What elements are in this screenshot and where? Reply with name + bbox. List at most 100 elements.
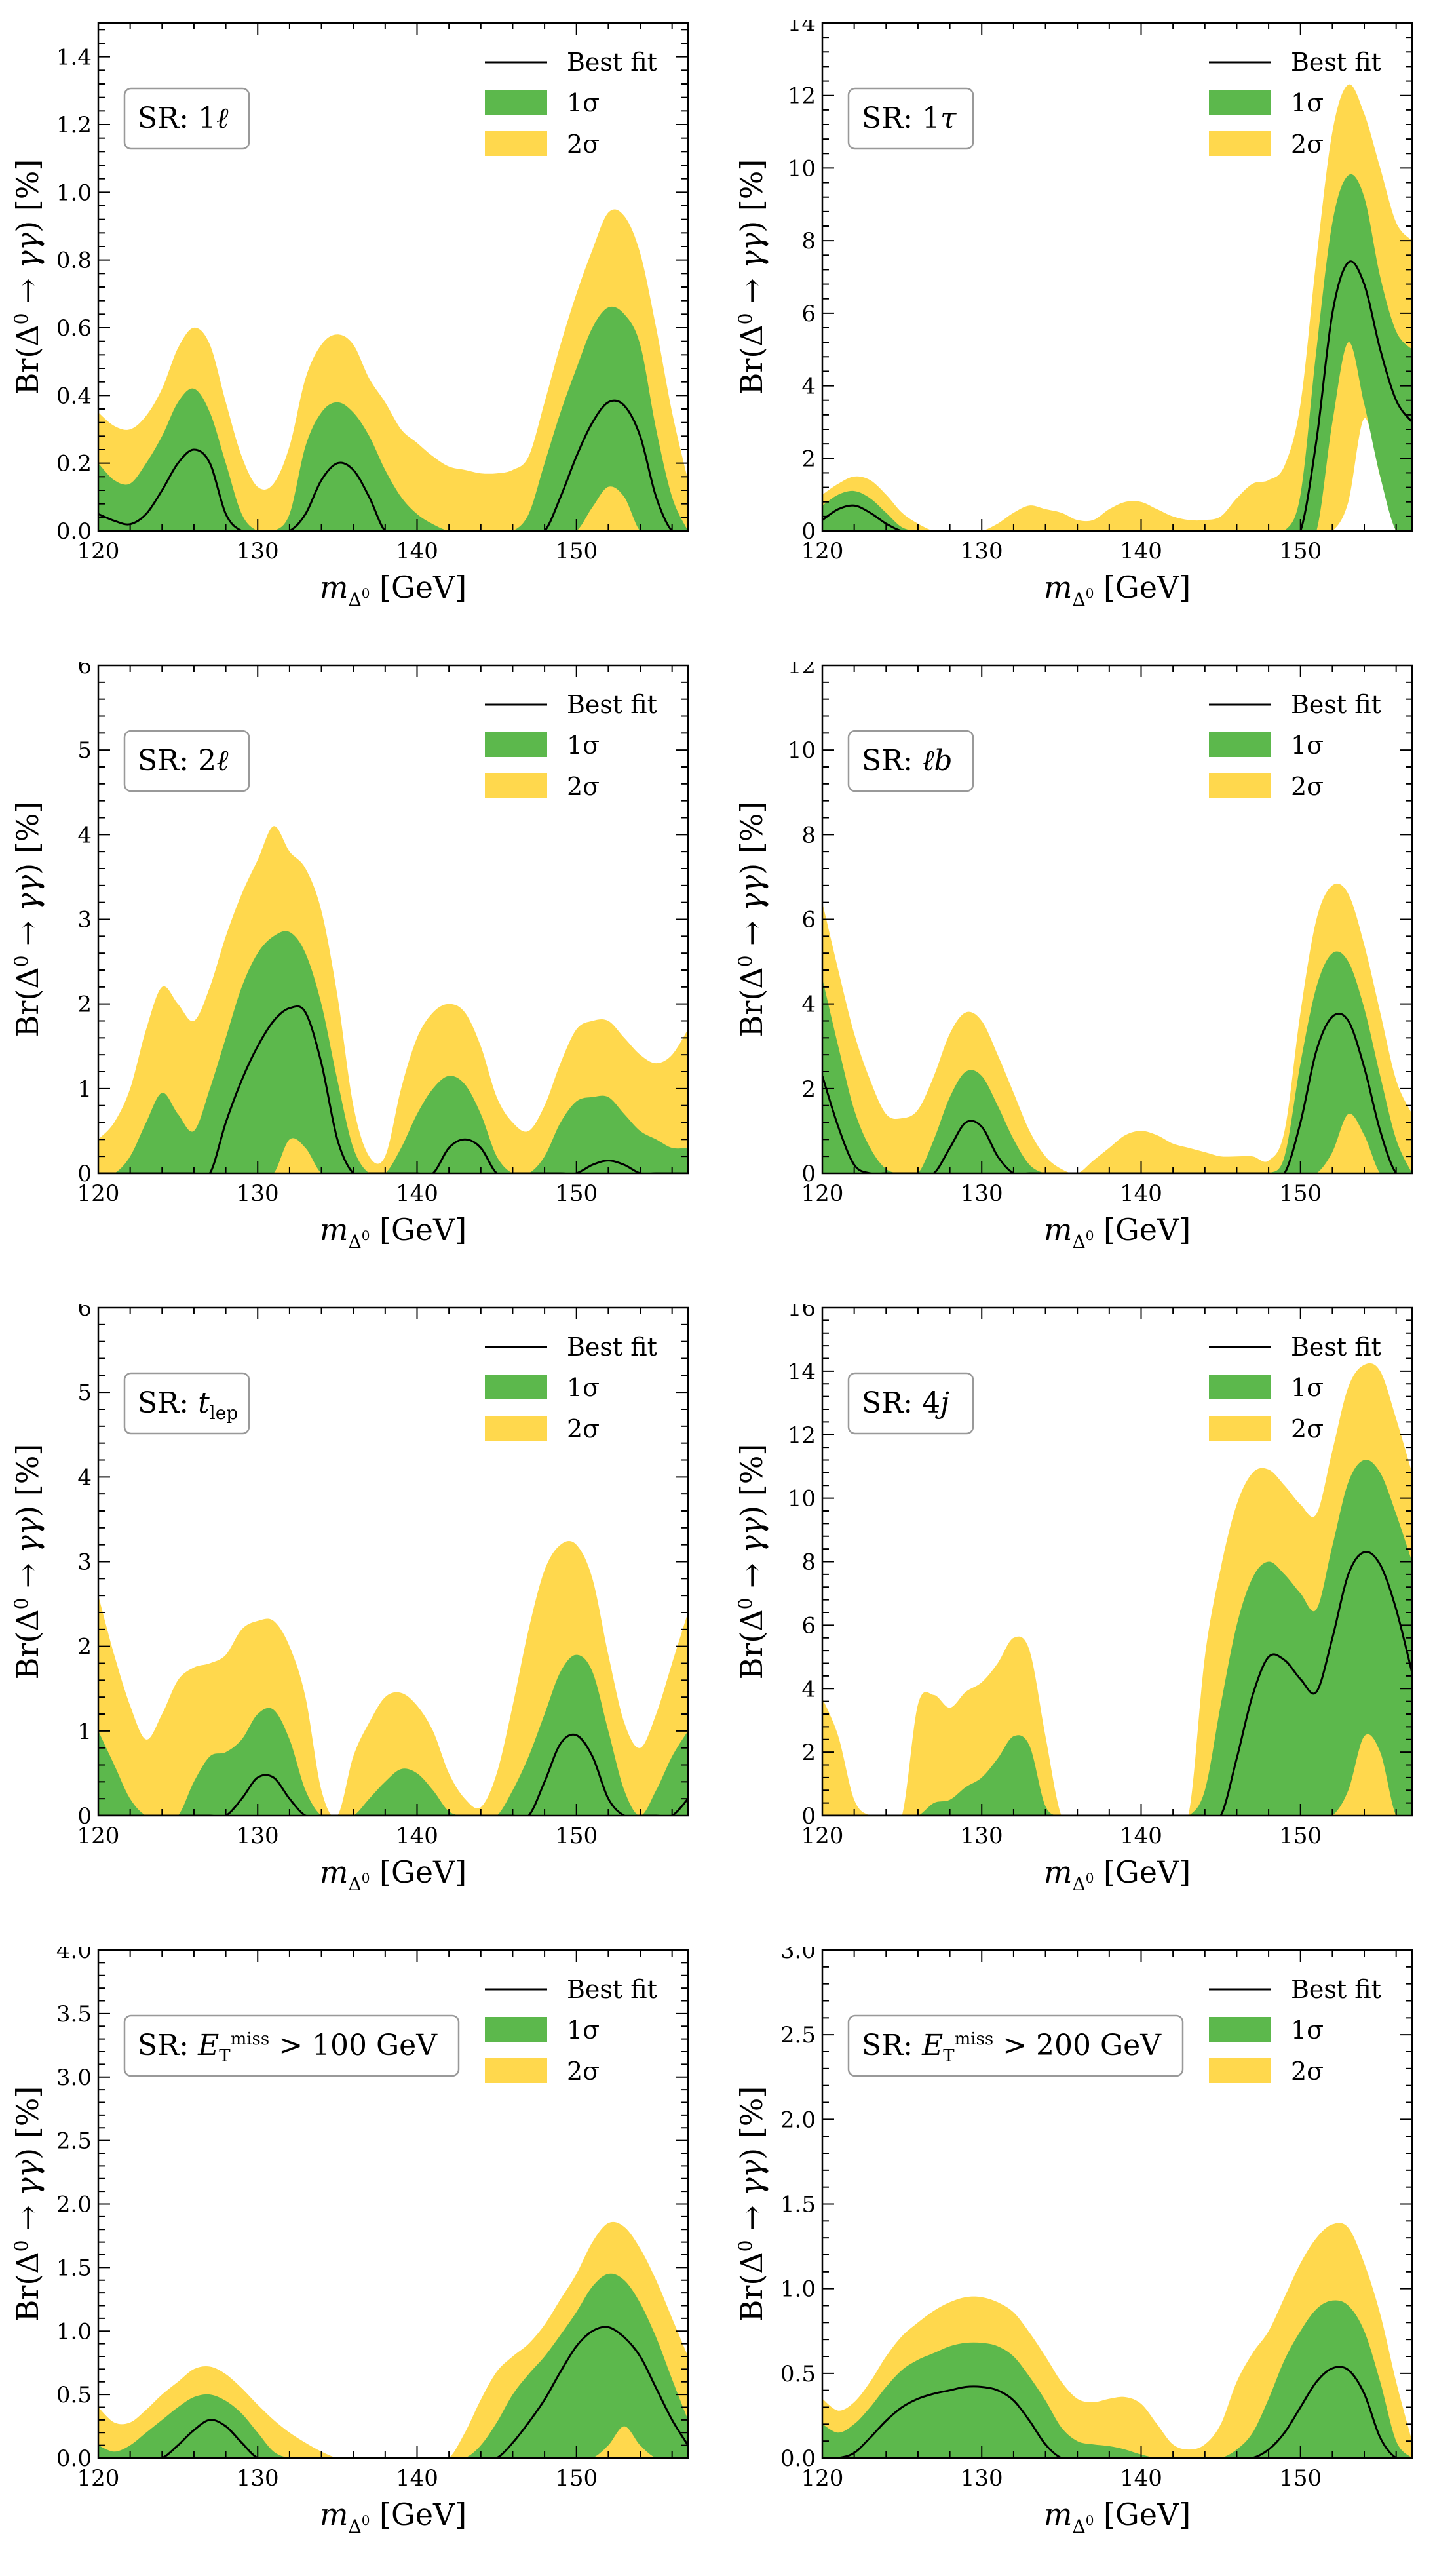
y-tick-label: 8 xyxy=(801,1550,816,1576)
y-axis-label: Br(Δ0 → γγ) [%] xyxy=(734,802,769,1038)
y-axis-label: Br(Δ0 → γγ) [%] xyxy=(734,1444,769,1680)
x-axis-label: mΔ0 [GeV] xyxy=(320,1212,467,1253)
legend-one-sigma-label: 1σ xyxy=(1291,2016,1324,2044)
y-tick-label: 8 xyxy=(801,822,816,848)
y-tick-label: 1.0 xyxy=(56,180,92,206)
legend-one-sigma-label: 1σ xyxy=(567,731,600,760)
chart-svg: 120 130 140 150 0.0 0.5 1.0 1.5 2.0 2.5 3.0 3.5 4.0 m… xyxy=(10,1947,689,2537)
region-label-box xyxy=(123,87,250,150)
y-tick-label: 1.2 xyxy=(56,112,92,138)
one-sigma-band xyxy=(822,2300,1412,2458)
y-tick-label: 3.0 xyxy=(56,2065,92,2091)
x-tick-label: 130 xyxy=(961,1181,1003,1207)
y-axis-label: Br(Δ0 → γγ) [%] xyxy=(10,1444,45,1680)
x-axis-label: mΔ0 [GeV] xyxy=(1044,2497,1191,2537)
legend-two-sigma-label: 2σ xyxy=(567,1415,600,1443)
best-fit-line xyxy=(822,1551,1412,1816)
y-axis-label: Br(Δ0 → γγ) [%] xyxy=(734,159,769,395)
legend-best-fit-label: Best fit xyxy=(567,1333,657,1361)
region-label: SR: 1τ xyxy=(862,102,957,135)
y-tick-label: 2 xyxy=(801,1076,816,1103)
legend-two-sigma-label: 2σ xyxy=(567,772,600,801)
legend-one-sigma-swatch xyxy=(485,90,547,115)
y-tick-label: 12 xyxy=(788,83,816,109)
y-tick-label: 1.5 xyxy=(780,2192,816,2218)
one-sigma-band xyxy=(98,1654,688,1816)
one-sigma-band xyxy=(98,2273,688,2458)
x-tick-label: 140 xyxy=(1120,538,1162,564)
region-label: SR: 2ℓ xyxy=(138,744,229,777)
best-fit-line xyxy=(822,260,1412,531)
y-tick-label: 2.5 xyxy=(56,2128,92,2155)
y-tick-label: 5 xyxy=(77,1380,92,1406)
y-tick-label: 1.5 xyxy=(56,2255,92,2281)
region-label-box xyxy=(847,2014,1184,2077)
y-tick-label: 6 xyxy=(801,301,816,327)
legend-one-sigma-swatch xyxy=(1209,732,1271,757)
y-axis-label: Br(Δ0 → γγ) [%] xyxy=(10,2086,45,2322)
legend-two-sigma-label: 2σ xyxy=(567,130,600,159)
y-tick-label: 0.6 xyxy=(56,315,92,342)
legend-one-sigma-label: 1σ xyxy=(1291,88,1324,117)
legend-one-sigma-label: 1σ xyxy=(1291,1373,1324,1402)
x-tick-label: 140 xyxy=(1120,1823,1162,1849)
best-fit-line xyxy=(98,1733,688,1816)
y-tick-label: 2 xyxy=(77,1634,92,1660)
x-tick-label: 140 xyxy=(396,538,438,564)
x-tick-label: 120 xyxy=(77,2465,120,2491)
y-tick-label: 6 xyxy=(77,1304,92,1321)
y-tick-label: 0.0 xyxy=(780,2446,816,2472)
legend-one-sigma-swatch xyxy=(1209,1375,1271,1399)
chart-panel: 120 130 140 150 0 2 4 6 8 10 12 14 mΔ0 [GeV] Br(Δ0 → … xyxy=(731,20,1435,649)
y-tick-label: 1.4 xyxy=(56,45,92,71)
chart-svg: 120 130 140 150 0 1 2 3 4 5 6 mΔ0 [GeV] Br(Δ0 → γγ) … xyxy=(10,662,689,1253)
x-tick-label: 140 xyxy=(1120,2465,1162,2491)
region-label-box xyxy=(123,2014,460,2077)
legend-one-sigma-swatch xyxy=(485,732,547,757)
legend-one-sigma-swatch xyxy=(485,1375,547,1399)
y-tick-label: 6 xyxy=(801,907,816,933)
x-tick-label: 150 xyxy=(1279,538,1322,564)
legend-two-sigma-swatch xyxy=(485,773,547,798)
one-sigma-band xyxy=(98,306,688,531)
y-tick-label: 4 xyxy=(801,992,816,1018)
chart-svg: 120 130 140 150 0 2 4 6 8 10 12 14 16 mΔ0 [GeV] Br(Δ0 … xyxy=(734,1304,1413,1895)
x-axis-label: mΔ0 [GeV] xyxy=(320,1854,467,1895)
chart-svg: 120 130 140 150 0.0 0.2 0.4 0.6 0.8 1.0 1.2 1.4 mΔ0 … xyxy=(10,22,689,610)
x-tick-label: 150 xyxy=(555,1181,598,1207)
x-tick-label: 120 xyxy=(77,1181,120,1207)
two-sigma-band xyxy=(98,209,688,531)
x-axis-label: mΔ0 [GeV] xyxy=(320,2497,467,2537)
chart-svg: 120 130 140 150 0 1 2 3 4 5 6 mΔ0 [GeV] Br(Δ0 → γγ) … xyxy=(10,1304,689,1895)
y-tick-label: 1.0 xyxy=(56,2318,92,2345)
chart-panel: 120 130 140 150 0.0 0.2 0.4 0.6 0.8 1.0 1.2 1.4 mΔ0 … xyxy=(7,20,724,649)
y-tick-label: 2.0 xyxy=(56,2192,92,2218)
legend-best-fit-label: Best fit xyxy=(1291,48,1381,77)
y-tick-label: 8 xyxy=(801,228,816,254)
x-axis-label: mΔ0 [GeV] xyxy=(1044,1212,1191,1253)
chart-panel: 120 130 140 150 0 1 2 3 4 5 6 mΔ0 [GeV] Br(Δ0 → γγ) … xyxy=(7,1304,724,1934)
x-axis-label: mΔ0 [GeV] xyxy=(1044,1854,1191,1895)
x-tick-label: 140 xyxy=(396,1823,438,1849)
legend-two-sigma-label: 2σ xyxy=(1291,130,1324,159)
y-tick-label: 16 xyxy=(788,1304,816,1321)
two-sigma-band xyxy=(822,84,1412,531)
x-tick-label: 120 xyxy=(801,1823,844,1849)
region-label-box xyxy=(123,730,250,792)
x-tick-label: 150 xyxy=(555,2465,598,2491)
x-tick-label: 130 xyxy=(237,2465,279,2491)
x-tick-label: 130 xyxy=(961,1823,1003,1849)
region-label: SR: ETmiss > 200 GeV xyxy=(862,2029,1162,2066)
y-tick-label: 10 xyxy=(788,1486,816,1512)
y-tick-label: 0 xyxy=(801,1161,816,1187)
y-tick-label: 1.0 xyxy=(780,2276,816,2303)
legend-two-sigma-swatch xyxy=(1209,1416,1271,1441)
region-label: SR: 1ℓ xyxy=(138,102,229,135)
legend-two-sigma-swatch xyxy=(1209,131,1271,156)
plot-frame xyxy=(97,22,689,532)
legend-two-sigma-swatch xyxy=(1209,773,1271,798)
legend-best-fit-label: Best fit xyxy=(567,48,657,77)
legend-best-fit-label: Best fit xyxy=(1291,690,1381,719)
y-tick-label: 0 xyxy=(801,1803,816,1829)
